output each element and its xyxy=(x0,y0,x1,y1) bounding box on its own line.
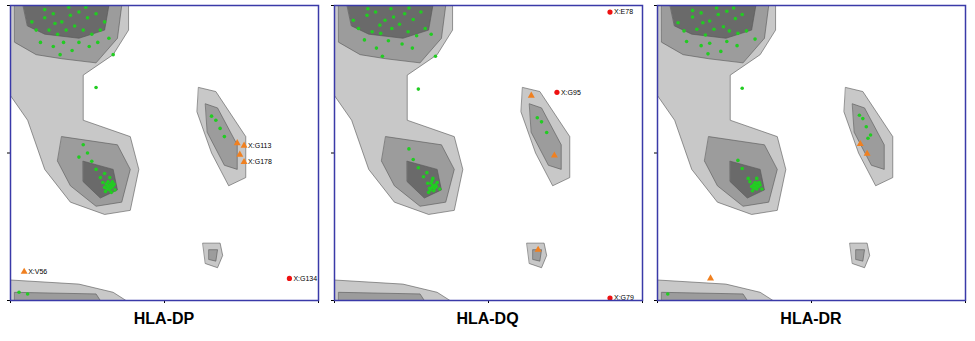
html-text:HLA-DP: HLA-DP xyxy=(133,310,195,327)
svg-text:X:G95: X:G95 xyxy=(560,89,580,96)
svg-text:X:E78: X:E78 xyxy=(613,8,632,15)
svg-text:X:G79: X:G79 xyxy=(613,294,634,302)
svg-text:X:G178: X:G178 xyxy=(248,158,272,165)
svg-text:X:V56: X:V56 xyxy=(28,268,47,275)
svg-text:X:G113: X:G113 xyxy=(248,142,271,149)
svg-text:X:G134: X:G134 xyxy=(293,275,317,282)
html-text:HLA-DR: HLA-DR xyxy=(780,310,842,327)
html-text:HLA-DQ: HLA-DQ xyxy=(456,310,519,327)
